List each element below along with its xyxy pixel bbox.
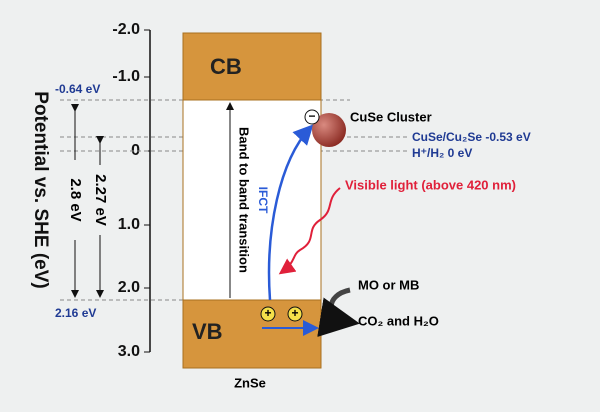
electron-sign: − xyxy=(308,109,315,123)
light-label: Visible light (above 420 nm) xyxy=(345,177,516,192)
ifct-label: IFCT xyxy=(256,187,270,214)
light-arrow xyxy=(278,187,341,275)
tick-label: 1.0 xyxy=(118,216,140,233)
material-label: ZnSe xyxy=(234,375,266,390)
tick-label: 3.0 xyxy=(118,343,140,360)
cb-label: CB xyxy=(210,54,242,79)
vb-label: VB xyxy=(192,319,223,344)
cb-edge-label: -0.64 eV xyxy=(55,82,100,96)
ifct-arrow xyxy=(267,124,314,301)
cluster-label: CuSe Cluster xyxy=(350,109,432,124)
axis-label: Potential vs. SHE (eV) xyxy=(30,91,51,288)
inner-gap-label: 2.27 eV xyxy=(92,174,109,226)
vb-edge-label: 2.16 eV xyxy=(55,306,96,320)
cuse-cluster xyxy=(312,113,346,147)
degradation-arrow xyxy=(317,287,360,337)
axis-ticks: -2.0 -1.0 0 1.0 2.0 3.0 xyxy=(112,21,150,360)
transition-label: Band to band transition xyxy=(237,127,252,273)
conduction-band xyxy=(182,32,322,101)
hole-sign: + xyxy=(264,306,271,320)
tick-label: -1.0 xyxy=(112,68,140,85)
hole xyxy=(287,306,303,322)
products-label: CO₂ and H₂O xyxy=(358,313,439,328)
h-level-label: H⁺/H₂ 0 eV xyxy=(412,146,472,160)
outer-gap-label: 2.8 eV xyxy=(67,178,84,221)
gap-bg xyxy=(91,165,109,235)
electron xyxy=(304,109,320,125)
hole-sign: + xyxy=(291,306,298,320)
pollutant-label: MO or MB xyxy=(358,277,419,292)
tick-label: -2.0 xyxy=(112,21,140,38)
tick-label: 0 xyxy=(131,142,140,159)
gap-bg xyxy=(66,160,84,240)
cuse-level-label: CuSe/Cu₂Se -0.53 eV xyxy=(412,130,531,144)
hole xyxy=(260,306,276,322)
tick-label: 2.0 xyxy=(118,279,140,296)
